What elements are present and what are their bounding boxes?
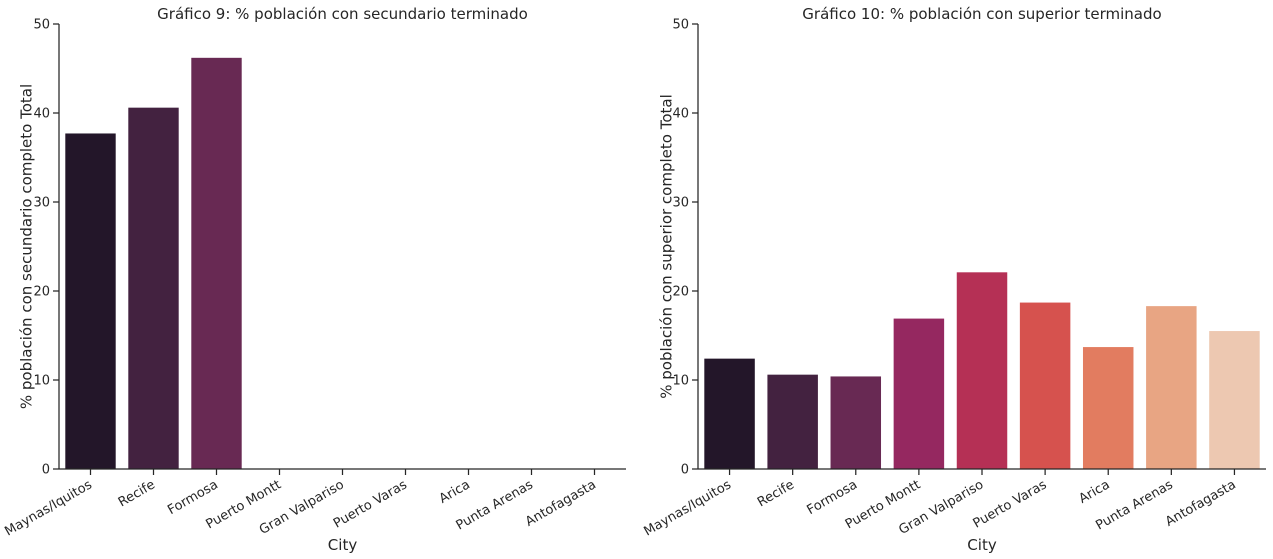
y-tick-label: 10 (33, 374, 50, 389)
y-tick-label: 0 (42, 463, 50, 478)
x-tick-label: Recife (116, 477, 158, 510)
bar-maynas-iquitos (704, 358, 755, 469)
chart-superior: Gráfico 10: % población con superior ter… (641, 5, 1266, 554)
y-tick-label: 40 (672, 107, 689, 122)
y-axis-label: % población con superior completo Total (657, 94, 675, 399)
x-axis-label: City (967, 536, 997, 554)
y-tick-label: 20 (672, 285, 689, 300)
chart-secundario: Gráfico 9: % población con secundario te… (2, 5, 626, 554)
y-tick-label: 10 (672, 374, 689, 389)
bar-antofagasta (1209, 331, 1260, 469)
bar-formosa (830, 376, 882, 469)
x-tick-label: Antofagasta (523, 477, 599, 529)
y-axis-label: % población con secundario completo Tota… (17, 84, 35, 409)
x-tick-label: Antofagasta (1163, 477, 1239, 529)
bar-puerto-varas (1019, 302, 1071, 469)
x-tick-label: Maynas/Iquitos (2, 477, 95, 539)
x-tick-label: Formosa (165, 477, 221, 518)
bars (65, 57, 242, 469)
y-tick-label: 50 (672, 18, 689, 33)
bar-recife (767, 374, 818, 469)
x-tick-label: Recife (755, 477, 797, 510)
chart-title: Gráfico 10: % población con superior ter… (802, 5, 1161, 23)
bar-recife (128, 107, 179, 469)
y-tick-label: 20 (33, 285, 50, 300)
bars (704, 272, 1260, 469)
y-tick-label: 40 (33, 107, 50, 122)
y-tick-label: 30 (672, 196, 689, 211)
chart-title: Gráfico 9: % población con secundario te… (157, 5, 528, 23)
y-tick-label: 0 (681, 463, 689, 478)
bar-gran-valpariso (956, 272, 1008, 469)
y-tick-label: 50 (33, 18, 50, 33)
x-axis-label: City (328, 536, 358, 554)
x-tick-label: Maynas/Iquitos (641, 477, 734, 539)
x-tick-label: Arica (1076, 477, 1112, 506)
bar-punta-arenas (1146, 306, 1197, 469)
x-tick-label: Arica (437, 477, 473, 506)
bar-formosa (191, 57, 242, 469)
x-tick-label: Formosa (805, 477, 861, 518)
bar-arica (1082, 347, 1134, 469)
bar-maynas-iquitos (65, 133, 116, 469)
y-tick-label: 30 (33, 196, 50, 211)
bar-puerto-montt (893, 318, 945, 469)
